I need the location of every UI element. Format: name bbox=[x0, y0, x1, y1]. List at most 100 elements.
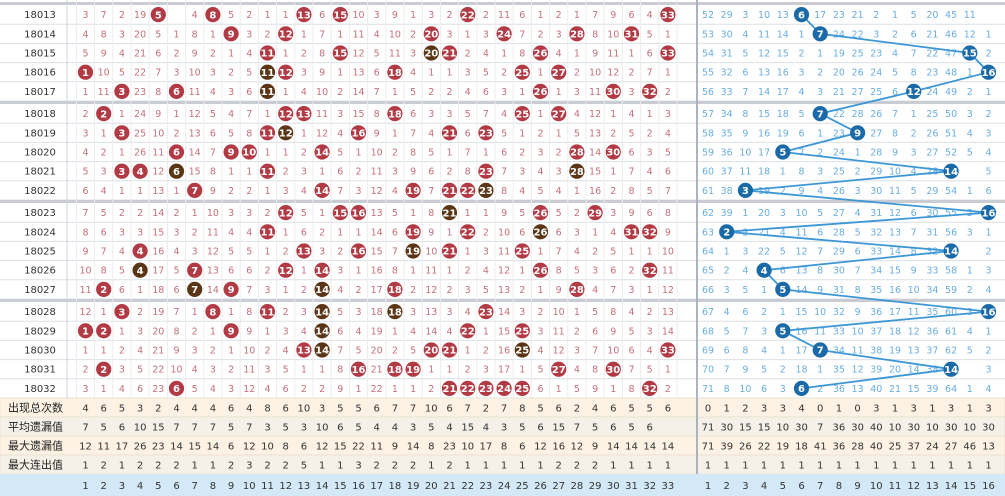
stat-blue-value: 1 bbox=[948, 461, 954, 472]
red-ball-number: 4 bbox=[137, 247, 144, 258]
stat-red-value: 2 bbox=[483, 404, 489, 415]
blue-omission-value: 8 bbox=[855, 285, 861, 296]
blue-omission-value: 1 bbox=[724, 247, 730, 258]
stat-red-value: 2 bbox=[228, 461, 234, 472]
blue-omission-value: 11 bbox=[795, 227, 807, 238]
red-omission-value: 8 bbox=[628, 186, 634, 197]
stat-blue-value: 1 bbox=[854, 461, 860, 472]
red-omission-value: 2 bbox=[82, 365, 88, 376]
red-ball bbox=[478, 380, 494, 396]
red-omission-value: 11 bbox=[589, 87, 601, 98]
blue-omission-value: 5 bbox=[780, 247, 786, 258]
blue-omission-value: 25 bbox=[852, 49, 864, 60]
red-omission-value: 1 bbox=[228, 167, 234, 178]
red-omission-value: 1 bbox=[446, 148, 452, 159]
red-ball bbox=[114, 163, 130, 179]
red-ball bbox=[278, 205, 294, 221]
blue-omission-value: 31 bbox=[833, 285, 845, 296]
red-omission-value: 8 bbox=[628, 384, 634, 395]
blue-omission-value: 8 bbox=[911, 68, 917, 79]
stat-red-value: 6 bbox=[337, 423, 343, 434]
issue-label: 18015 bbox=[24, 49, 56, 60]
red-omission-value: 4 bbox=[574, 247, 580, 258]
red-omission-value: 21 bbox=[152, 346, 164, 357]
red-ball bbox=[332, 7, 348, 23]
red-ball bbox=[387, 361, 403, 377]
blue-omission-value: 3 bbox=[780, 208, 786, 219]
blue-omission-value: 10 bbox=[889, 167, 901, 178]
red-omission-value: 4 bbox=[647, 346, 653, 357]
red-ball-number: 24 bbox=[497, 384, 511, 395]
red-ball bbox=[314, 304, 330, 320]
stat-red-value: 5 bbox=[537, 404, 543, 415]
red-ball-number: 11 bbox=[261, 49, 275, 60]
red-ball-number: 20 bbox=[424, 49, 438, 60]
stat-blue-value: 71 bbox=[702, 423, 715, 434]
red-omission-value: 2 bbox=[228, 68, 234, 79]
red-ball-number: 16 bbox=[352, 129, 366, 140]
blue-ball bbox=[812, 106, 828, 122]
red-axis-number: 6 bbox=[173, 481, 179, 492]
blue-omission-value: 30 bbox=[926, 208, 938, 219]
red-omission-value: 5 bbox=[374, 49, 380, 60]
issue-label: 18026 bbox=[24, 266, 56, 277]
blue-omission-value: 13 bbox=[758, 68, 770, 79]
red-ball bbox=[605, 361, 621, 377]
blue-omission-value: 24 bbox=[833, 148, 845, 159]
red-omission-value: 1 bbox=[319, 365, 325, 376]
red-ball-number: 13 bbox=[297, 109, 311, 120]
blue-omission-value: 7 bbox=[742, 87, 748, 98]
red-ball-number: 21 bbox=[443, 346, 457, 357]
blue-omission-value: 16 bbox=[758, 128, 770, 139]
stat-red-value: 15 bbox=[152, 423, 165, 434]
stat-blue-value: 22 bbox=[758, 442, 771, 453]
blue-ball-number: 5 bbox=[779, 285, 786, 296]
group-separator bbox=[0, 299, 1005, 302]
red-omission-value: 2 bbox=[264, 208, 270, 219]
stat-red-value: 5 bbox=[283, 423, 289, 434]
blue-omission-value: 8 bbox=[742, 109, 748, 120]
red-ball-number: 18 bbox=[388, 365, 402, 376]
red-omission-value: 1 bbox=[465, 208, 471, 219]
red-ball bbox=[623, 26, 640, 42]
blue-ball-number: 16 bbox=[982, 68, 996, 79]
red-omission-value: 9 bbox=[374, 128, 380, 139]
stat-red-value: 6 bbox=[283, 404, 289, 415]
red-omission-value: 6 bbox=[228, 266, 234, 277]
red-ball bbox=[278, 64, 294, 80]
blue-omission-value: 1 bbox=[985, 29, 991, 40]
red-omission-value: 1 bbox=[446, 227, 452, 238]
red-ball-number: 26 bbox=[534, 266, 548, 277]
red-omission-value: 6 bbox=[428, 167, 434, 178]
red-omission-value: 1 bbox=[537, 247, 543, 258]
red-omission-value: 1 bbox=[410, 10, 416, 21]
red-ball bbox=[314, 323, 330, 339]
red-omission-value: 11 bbox=[316, 109, 328, 120]
blue-omission-value: 8 bbox=[798, 167, 804, 178]
blue-omission-value: 24 bbox=[926, 87, 938, 98]
blue-omission-value: 31 bbox=[870, 208, 882, 219]
blue-omission-value: 6 bbox=[985, 186, 991, 197]
red-omission-value: 8 bbox=[337, 365, 343, 376]
blue-omission-value: 60 bbox=[702, 167, 714, 178]
red-ball-number: 31 bbox=[625, 228, 639, 239]
red-ball-number: 14 bbox=[315, 327, 329, 338]
red-omission-value: 10 bbox=[152, 128, 164, 139]
red-ball-number: 23 bbox=[479, 384, 493, 395]
blue-omission-value: 3 bbox=[817, 167, 823, 178]
red-omission-value: 2 bbox=[592, 247, 598, 258]
red-omission-value: 3 bbox=[465, 285, 471, 296]
red-omission-value: 5 bbox=[483, 68, 489, 79]
red-omission-value: 19 bbox=[371, 326, 383, 337]
blue-omission-value: 38 bbox=[870, 346, 882, 357]
red-omission-value: 6 bbox=[246, 87, 252, 98]
blue-omission-value: 22 bbox=[926, 49, 938, 60]
blue-omission-value: 33 bbox=[721, 87, 733, 98]
blue-omission-value: 5 bbox=[742, 285, 748, 296]
red-omission-value: 10 bbox=[662, 247, 674, 258]
blue-ball-number: 7 bbox=[817, 346, 824, 357]
blue-omission-value: 35 bbox=[833, 365, 845, 376]
red-ball-number: 13 bbox=[297, 10, 311, 21]
blue-omission-value: 6 bbox=[742, 68, 748, 79]
stat-red-value: 8 bbox=[501, 442, 507, 453]
